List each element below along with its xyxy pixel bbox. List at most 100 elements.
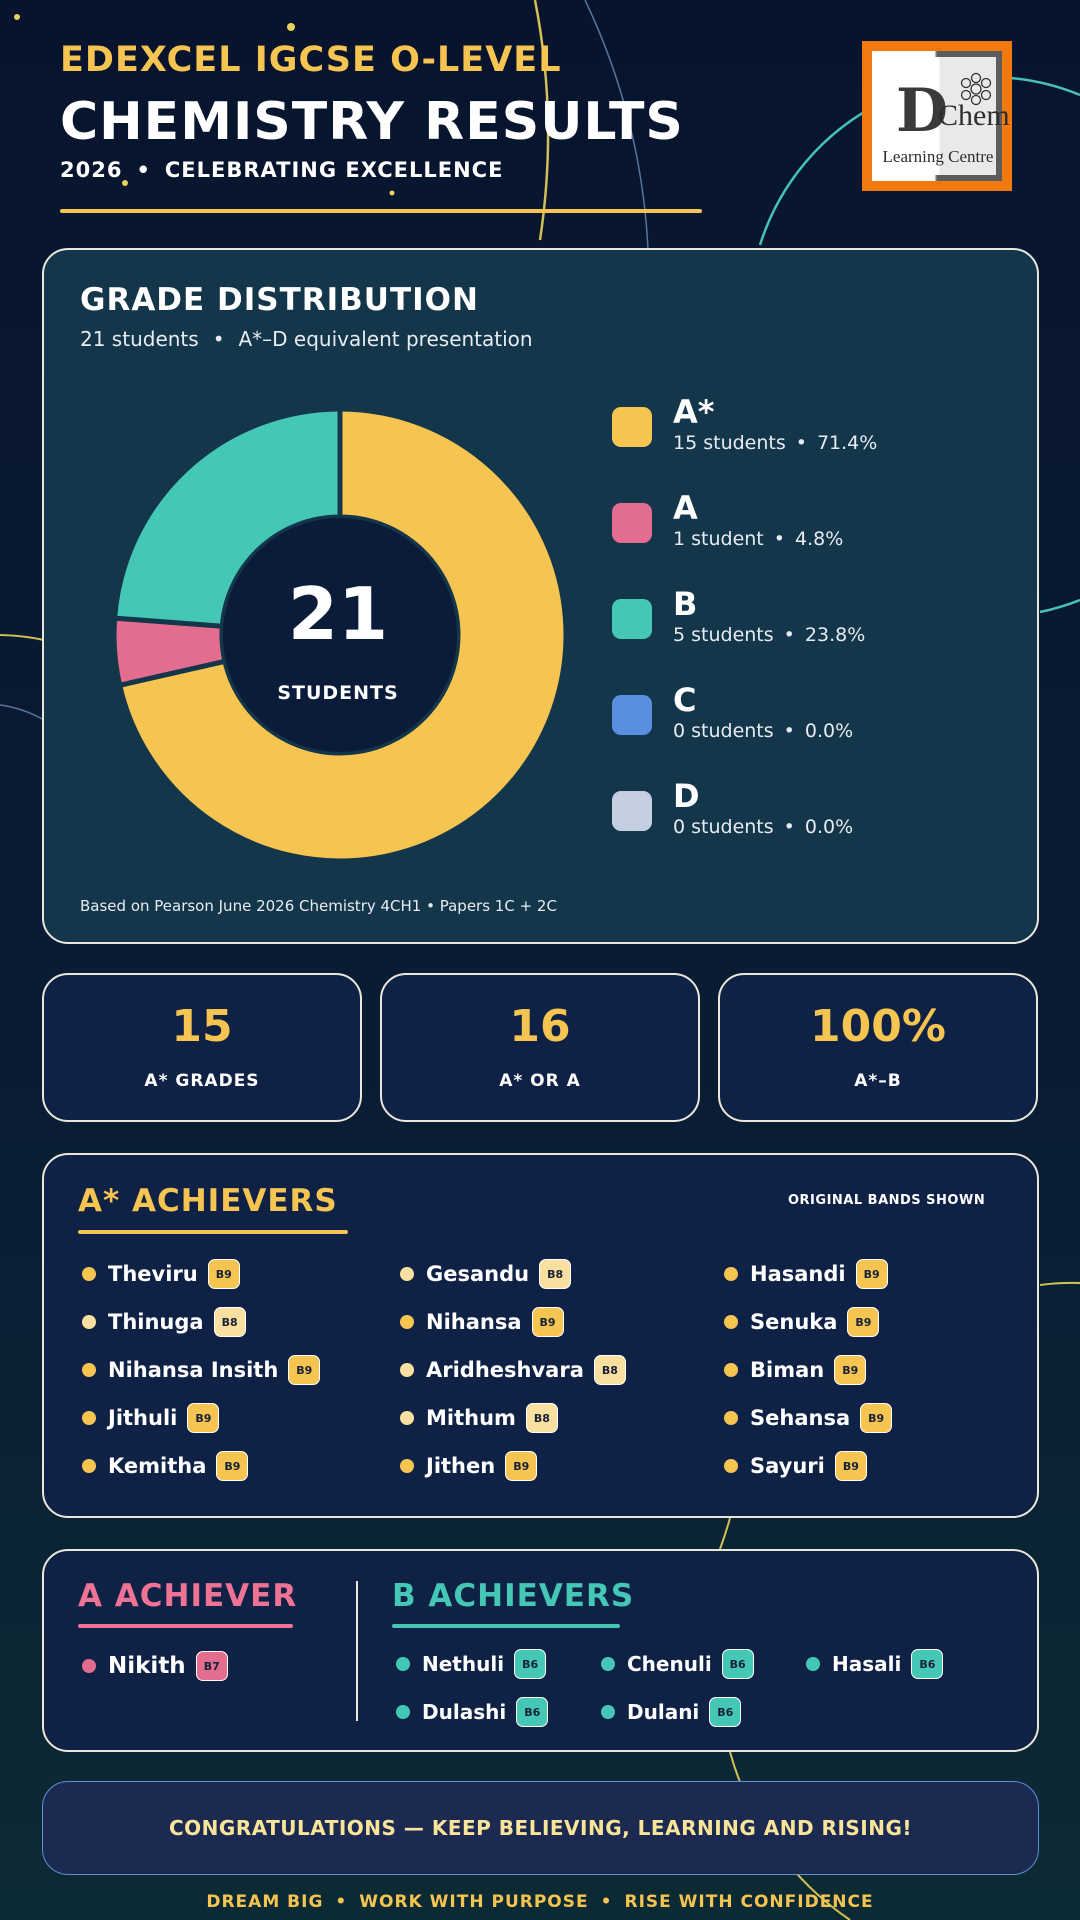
band-badge: B8 [525, 1403, 558, 1433]
congratulations-banner: CONGRATULATIONS — KEEP BELIEVING, LEARNI… [42, 1781, 1039, 1875]
stat-card-astar-to-b: 100% A*–B [718, 973, 1038, 1122]
student-name: Senuka [750, 1310, 838, 1334]
section-divider [356, 1581, 358, 1721]
band-badge: B6 [721, 1649, 754, 1679]
motto-part: WORK WITH PURPOSE [359, 1892, 589, 1912]
a-achiever-title: A ACHIEVER [78, 1578, 298, 1614]
achiever-item: Nihansa B9 [400, 1306, 564, 1338]
separator-dot: • [795, 432, 807, 454]
bullet-dot [396, 1705, 410, 1719]
legend-detail: 5 students • 23.8% [673, 624, 865, 646]
bullet-dot [724, 1363, 738, 1377]
legend-count: 5 students [673, 624, 774, 646]
legend-detail: 0 students • 0.0% [673, 720, 853, 742]
student-name: Gesandu [426, 1262, 530, 1286]
donut-chart [111, 406, 569, 864]
student-name: Dulani [627, 1700, 700, 1724]
student-name: Nethuli [422, 1652, 505, 1676]
stat-card-astar-or-a: 16 A* OR A [380, 973, 700, 1122]
distribution-title: GRADE DISTRIBUTION [80, 282, 479, 318]
logo-inner: D Chem Learning Centre [878, 57, 1010, 175]
student-name: Kemitha [108, 1454, 207, 1478]
bands-note: ORIGINAL BANDS SHOWN [788, 1193, 986, 1208]
legend-detail: 1 student • 4.8% [673, 528, 843, 550]
bullet-dot [396, 1657, 410, 1671]
achiever-item: Sayuri B9 [724, 1450, 867, 1482]
band-badge: B9 [531, 1307, 564, 1337]
distribution-count: 21 students [80, 327, 199, 351]
student-name: Jithuli [108, 1406, 178, 1430]
bullet-dot [82, 1267, 96, 1281]
legend-count: 1 student [673, 528, 764, 550]
achiever-item: Hasali B6 [806, 1648, 944, 1680]
legend-item: A* 15 students • 71.4% [612, 396, 1012, 476]
achiever-item: Aridheshvara B8 [400, 1354, 626, 1386]
achiever-item: Nihansa Insith B9 [82, 1354, 321, 1386]
stat-value: 15 [171, 1001, 233, 1052]
bullet-dot [82, 1411, 96, 1425]
bullet-dot [724, 1315, 738, 1329]
band-badge: B9 [834, 1451, 867, 1481]
achiever-item: Dulani B6 [601, 1696, 742, 1728]
band-badge: B7 [195, 1651, 228, 1681]
donut-center-value: 21 [287, 572, 389, 656]
banner-text: CONGRATULATIONS — KEEP BELIEVING, LEARNI… [168, 1816, 913, 1840]
separator-dot: • [783, 720, 795, 742]
band-badge: B6 [911, 1649, 944, 1679]
logo: D Chem Learning Centre [862, 41, 1012, 191]
footer-motto: DREAM BIG • WORK WITH PURPOSE • RISE WITH CO… [0, 1892, 1080, 1912]
band-badge: B9 [288, 1355, 321, 1385]
bullet-dot [806, 1657, 820, 1671]
stat-card-astar: 15 A* GRADES [42, 973, 362, 1122]
separator-dot: • [773, 528, 785, 550]
legend-grade: C [673, 681, 697, 719]
bullet-dot [82, 1459, 96, 1473]
legend-percent: 23.8% [804, 624, 866, 646]
achiever-item: Biman B9 [724, 1354, 867, 1386]
bullet-dot [400, 1411, 414, 1425]
student-name: Sehansa [750, 1406, 851, 1430]
stat-label: A* OR A [499, 1071, 581, 1091]
achiever-item: Jithuli B9 [82, 1402, 220, 1434]
bullet-dot [400, 1315, 414, 1329]
bullet-dot [601, 1705, 615, 1719]
band-badge: B9 [216, 1451, 249, 1481]
achiever-item: Dulashi B6 [396, 1696, 549, 1728]
band-badge: B9 [505, 1451, 538, 1481]
student-name: Thinuga [108, 1310, 204, 1334]
header-tagline: CELEBRATING EXCELLENCE [164, 158, 504, 182]
legend-swatch [612, 503, 652, 543]
legend-count: 0 students [673, 720, 774, 742]
legend-grade: D [673, 777, 700, 815]
student-name: Sayuri [750, 1454, 825, 1478]
legend-percent: 71.4% [816, 432, 878, 454]
header-underline [60, 209, 702, 213]
student-name: Theviru [108, 1262, 198, 1286]
band-badge: B6 [516, 1697, 549, 1727]
legend-swatch [612, 599, 652, 639]
bullet-dot [601, 1657, 615, 1671]
bullet-dot [400, 1363, 414, 1377]
legend-percent: 0.0% [804, 720, 854, 742]
separator-dot: • [212, 327, 225, 351]
legend-swatch [612, 407, 652, 447]
achiever-item: Gesandu B8 [400, 1258, 572, 1290]
logo-subtitle: Learning Centre [882, 147, 994, 166]
donut-slice-b [111, 406, 343, 629]
achiever-item: Kemitha B9 [82, 1450, 249, 1482]
logo-word: Chem [938, 99, 1010, 132]
achiever-item: Nethuli B6 [396, 1648, 547, 1680]
astar-underline [78, 1230, 348, 1234]
b-underline [392, 1624, 620, 1628]
bullet-dot [82, 1363, 96, 1377]
student-name: Hasandi [750, 1262, 846, 1286]
separator-dot: • [600, 1892, 613, 1912]
bullet-dot [82, 1659, 96, 1673]
donut-hole [223, 518, 457, 752]
band-badge: B8 [539, 1259, 572, 1289]
b-achievers-title: B ACHIEVERS [392, 1578, 635, 1614]
